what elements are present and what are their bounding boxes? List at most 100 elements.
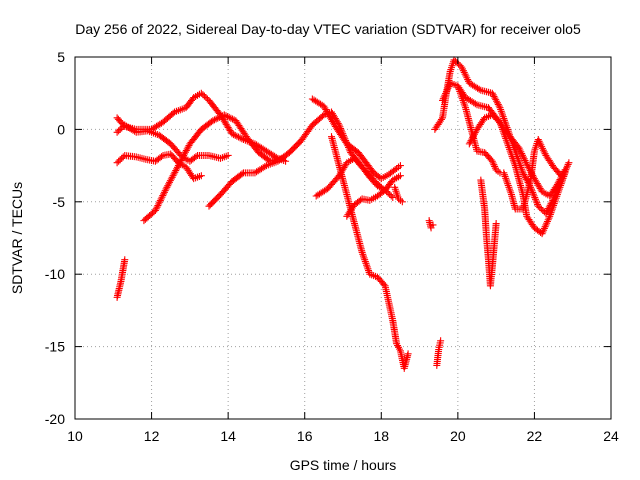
data-point: [380, 280, 388, 288]
data-point: [384, 189, 392, 197]
data-point: [529, 190, 537, 198]
data-point: [175, 160, 183, 168]
data-point: [492, 96, 500, 104]
data-point: [544, 216, 552, 224]
y-tick-label: -20: [45, 411, 65, 427]
data-point: [217, 113, 225, 121]
data-point: [166, 177, 174, 185]
data-point: [212, 115, 220, 123]
series-s14: [431, 56, 573, 217]
data-point: [470, 130, 478, 138]
series-s18: [500, 136, 565, 213]
data-point: [521, 172, 529, 180]
data-point: [158, 153, 166, 161]
x-axis-label: GPS time / hours: [290, 457, 397, 473]
data-point: [536, 204, 544, 212]
data-point: [538, 230, 546, 238]
data-point: [539, 146, 547, 154]
x-tick-label: 18: [373, 428, 389, 444]
data-point: [442, 89, 450, 97]
data-point: [491, 94, 499, 102]
data-point: [531, 195, 539, 203]
x-tick-label: 20: [450, 428, 466, 444]
data-point: [518, 150, 526, 158]
data-point: [444, 84, 452, 92]
data-point: [238, 170, 246, 178]
series-s5: [205, 108, 385, 210]
data-point: [176, 158, 184, 166]
data-point: [231, 131, 239, 139]
data-point: [490, 161, 498, 169]
data-point: [437, 115, 445, 123]
data-point: [535, 137, 543, 145]
data-point: [543, 217, 551, 225]
data-point: [539, 228, 547, 236]
data-point: [179, 153, 187, 161]
data-point: [222, 112, 230, 120]
data-point: [490, 92, 498, 100]
data-point: [236, 134, 244, 142]
data-point: [561, 169, 569, 177]
data-point: [471, 129, 479, 137]
data-point: [495, 102, 503, 110]
data-point: [459, 65, 467, 73]
data-point: [170, 170, 178, 178]
data-point: [475, 85, 483, 93]
data-point: [181, 150, 189, 158]
axis-ticks: [74, 56, 612, 420]
data-point: [200, 92, 208, 100]
data-point: [466, 138, 474, 146]
data-point: [115, 157, 123, 165]
data-point: [493, 97, 501, 105]
data-point: [470, 132, 478, 140]
data-point: [180, 152, 188, 160]
data-point: [534, 202, 542, 210]
data-point: [493, 115, 501, 123]
data-point: [152, 205, 160, 213]
series-s17: [465, 111, 569, 238]
data-point: [489, 159, 497, 167]
data-point: [563, 162, 571, 170]
data-point: [161, 187, 169, 195]
data-point: [520, 170, 528, 178]
data-point: [543, 219, 551, 227]
data-point: [192, 153, 200, 161]
x-tick-label: 24: [603, 428, 619, 444]
series-s3: [113, 150, 205, 183]
data-point: [215, 113, 223, 121]
data-point: [228, 130, 236, 138]
data-point: [531, 194, 539, 202]
data-point: [209, 117, 217, 125]
data-point: [131, 127, 139, 135]
data-point: [520, 155, 528, 163]
data-point: [173, 165, 181, 173]
data-point: [183, 145, 191, 153]
data-point: [440, 93, 448, 101]
series-s2: [113, 121, 232, 165]
data-point: [521, 157, 529, 165]
data-point: [225, 113, 233, 121]
data-point: [450, 56, 458, 64]
data-point: [460, 68, 468, 76]
data-point: [214, 114, 222, 122]
data-point: [532, 197, 540, 205]
y-tick-label: -15: [45, 339, 65, 355]
x-tick-label: 22: [527, 428, 543, 444]
data-point: [442, 88, 450, 96]
data-point: [387, 192, 395, 200]
data-point: [490, 112, 498, 120]
data-point: [516, 146, 524, 154]
data-point: [461, 70, 469, 78]
series-s9: [328, 133, 412, 372]
data-point: [154, 202, 162, 210]
data-point: [229, 115, 237, 123]
data-point: [521, 174, 529, 182]
data-point: [182, 147, 190, 155]
data-point: [540, 224, 548, 232]
data-point: [116, 156, 124, 164]
data-point: [441, 91, 449, 99]
data-point: [565, 159, 573, 167]
y-tick-labels: -20 -15 -10 -5 0 5: [45, 49, 65, 427]
data-point: [153, 203, 161, 211]
data-point: [465, 140, 473, 148]
